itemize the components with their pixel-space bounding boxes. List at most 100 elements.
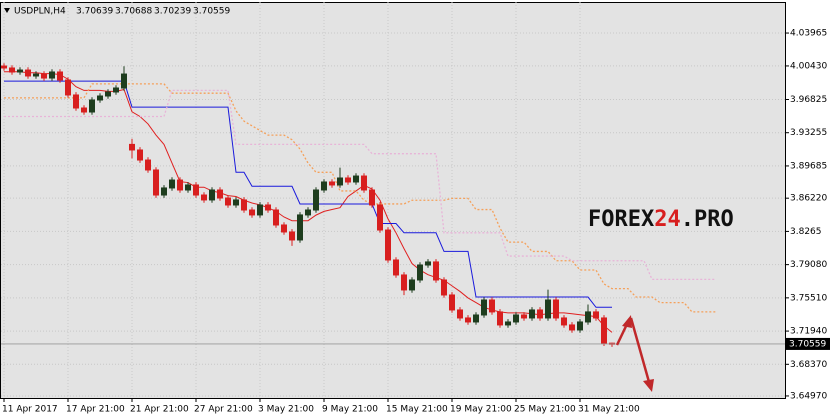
candle-body [65,79,71,96]
candle-body [481,299,487,316]
x-tick-label: 19 May 21:00 [450,405,512,415]
candle-body [409,279,415,291]
candle-body [249,209,255,216]
y-tick-label: 4.00430 [790,61,827,71]
y-tick-label: 3.71940 [790,327,827,337]
candle-body [9,67,15,73]
candle-body [529,309,535,319]
y-tick-label: 3.79080 [790,260,827,270]
candle-body [441,279,447,296]
y-tick-label: 3.8265 [790,227,822,237]
candle-body [177,179,183,191]
candle-body [561,317,567,326]
candle-body [553,299,559,319]
candle-body [273,209,279,226]
candle-body [305,209,311,216]
candle-body [417,264,423,281]
y-tick-label: 3.93255 [790,128,827,138]
candle-body [153,169,159,196]
x-tick-label: 27 Apr 21:00 [194,405,253,415]
y-tick-label: 3.96825 [790,95,827,105]
candle-body [81,107,87,113]
x-tick-label: 3 May 21:00 [258,405,314,415]
candle-body [89,99,95,113]
candle-body [313,189,319,211]
candle-body [361,175,367,191]
candle-body [585,311,591,323]
candle-body [465,317,471,323]
x-tick-label: 17 Apr 21:00 [66,405,125,415]
candle-body [265,204,271,211]
arrow-head [622,315,632,328]
candle-body [593,311,599,319]
candle-body [369,189,375,206]
candle-body [321,181,327,191]
candle-body [145,159,151,171]
candle-body [385,229,391,261]
y-tick-label: 3.89685 [790,161,827,171]
candle-body [569,324,575,331]
candle-body [601,317,607,344]
candle-body [113,87,119,93]
watermark-middle: 24 [654,207,681,232]
candle-body [457,309,463,319]
candle-body [193,184,199,196]
x-tick-label: 15 May 21:00 [386,405,448,415]
candle-body [201,194,207,201]
watermark-left: FOREX [588,207,654,232]
y-tick-label: 3.68370 [790,360,827,370]
candle-body [257,204,263,216]
candle-body [161,187,167,196]
candle-body [217,189,223,199]
candle-body [489,299,495,313]
candle-body [537,309,543,319]
plot-layer [1,2,785,398]
price-box [786,337,830,350]
arrow-down [629,317,651,383]
y-tick-label: 3.64970 [790,391,827,401]
forecast-arrows [615,315,654,392]
candle-body [97,95,103,101]
candle-body [121,73,127,89]
candle-body [449,294,455,311]
candle-body [297,214,303,241]
symbol: USDPLN,H4 [14,7,66,17]
open-value: 3.70639 [76,7,113,17]
candle-body [289,231,295,241]
y-tick-label: 3.86220 [790,194,827,204]
candle-body [497,311,503,326]
x-tick-label: 31 May 21:00 [578,405,640,415]
plot-area [0,2,786,399]
candle-body [49,71,55,79]
arrow-head [643,379,654,392]
candle-body [513,314,519,323]
candle-body [337,177,343,186]
candle-body [169,179,175,189]
candle-body [73,94,79,109]
candle-body [345,177,351,183]
menu-arrow [4,8,10,13]
candle-body [137,149,143,161]
close-value: 3.70559 [193,7,230,17]
y-tick-label: 4.03965 [790,29,827,39]
candle-body [433,261,439,281]
indicator-line [4,71,613,333]
x-tick-label: 21 Apr 21:00 [130,405,189,415]
candle-body [33,73,39,77]
candle-body [281,224,287,233]
candle-body [25,69,31,77]
candle-body [401,274,407,291]
candle-body [545,299,551,319]
candle-body [425,261,431,266]
candle-body [393,259,399,276]
candle-body [105,91,111,97]
candle-body [505,321,511,326]
candle-body [233,199,239,206]
candle-body [129,143,135,151]
candle-body [41,73,47,79]
candle-body [577,321,583,331]
candle-body [521,314,527,319]
watermark-right: .PRO [681,207,734,232]
candle-body [225,197,231,206]
